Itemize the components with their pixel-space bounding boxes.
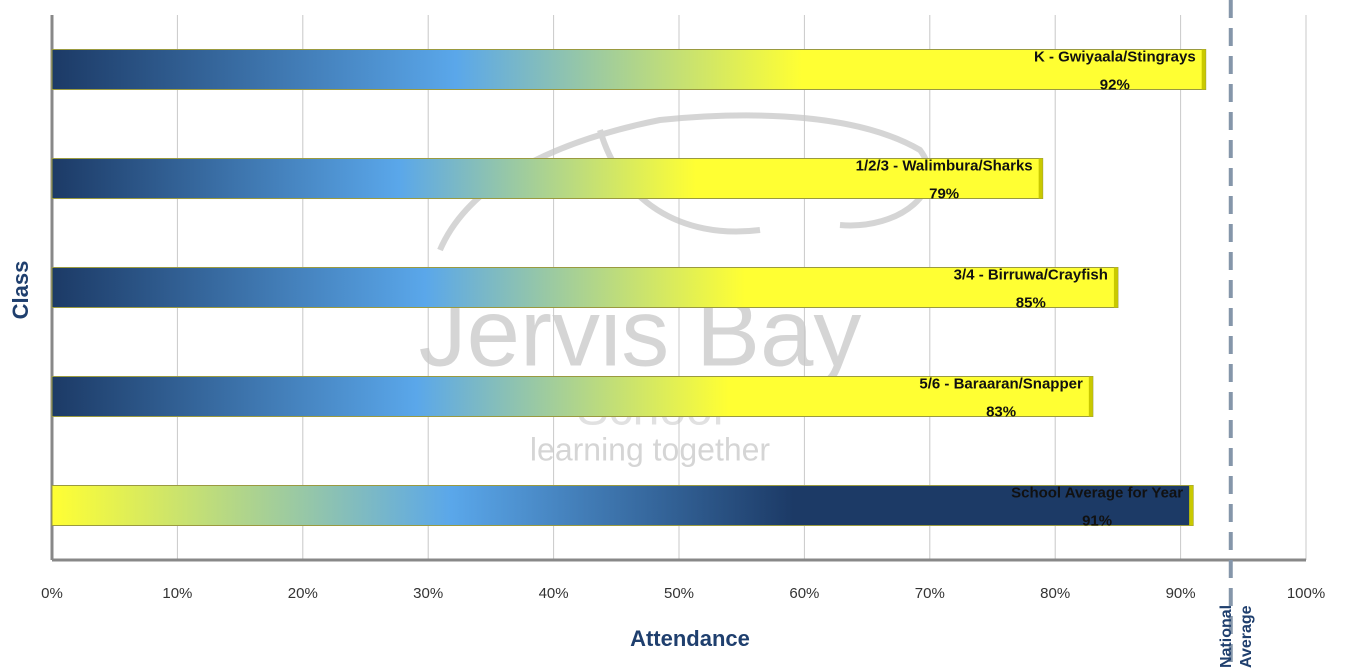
data-label: 83% [986, 403, 1016, 420]
data-label: 79% [929, 185, 959, 202]
data-label-category: 3/4 - Birruwa/Crayfish [954, 266, 1108, 283]
x-tick-label: 30% [413, 585, 443, 602]
x-axis-title: Attendance [630, 626, 750, 651]
x-tick-label: 60% [789, 585, 819, 602]
x-tick-label: 90% [1166, 585, 1196, 602]
bar [51, 376, 1094, 417]
bar [51, 485, 1194, 526]
data-label: 91% [1082, 512, 1112, 529]
bar-edge [1201, 49, 1206, 90]
bar-edge [1113, 267, 1118, 308]
x-tick-label: 20% [288, 585, 318, 602]
x-tick-label: 0% [41, 585, 63, 602]
bar [51, 158, 1044, 199]
data-label-category: School Average for Year [1011, 484, 1183, 501]
data-label-category: 5/6 - Baraaran/Snapper [919, 375, 1083, 392]
x-tick-label: 40% [539, 585, 569, 602]
watermark-tagline: learning together [530, 431, 771, 467]
data-label-category: 1/2/3 - Walimbura/Sharks [856, 157, 1033, 174]
x-tick-label: 70% [915, 585, 945, 602]
x-tick-label: 100% [1287, 585, 1325, 602]
x-tick-label: 50% [664, 585, 694, 602]
data-label: 85% [1016, 294, 1046, 311]
bar [51, 49, 1207, 90]
reference-label: National Average [1218, 605, 1255, 668]
data-label-category: K - Gwiyaala/Stingrays [1034, 48, 1196, 65]
bar [51, 267, 1119, 308]
x-tick-label: 10% [162, 585, 192, 602]
bar-edge [1189, 485, 1194, 526]
bar-edge [1088, 376, 1093, 417]
y-axis-title: Class [8, 261, 33, 320]
x-tick-label: 80% [1040, 585, 1070, 602]
bar-edge [1038, 158, 1043, 199]
data-label: 92% [1100, 76, 1130, 93]
